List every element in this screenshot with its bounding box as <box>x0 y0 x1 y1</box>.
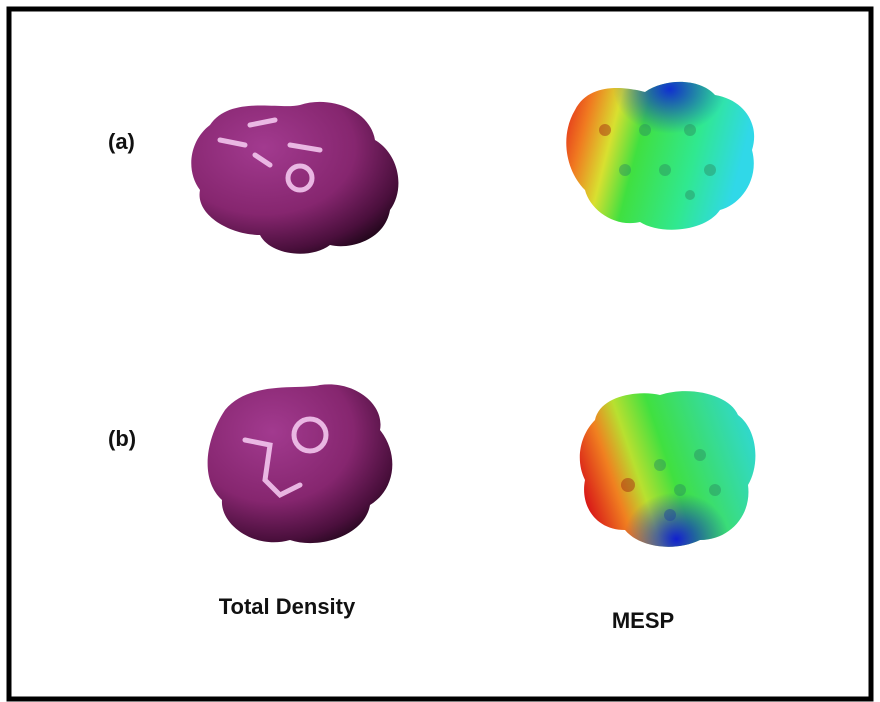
density-surface-a <box>191 101 399 254</box>
density-highlight-b <box>242 416 329 499</box>
frame <box>6 6 874 702</box>
panel-label: (a) <box>108 129 135 154</box>
density-surface-b <box>207 384 393 544</box>
panel-label: (b) <box>108 426 136 451</box>
mesp-negative-b <box>579 391 756 547</box>
column-label: Total Density <box>219 594 356 619</box>
density-highlight-a <box>217 117 323 193</box>
mesp-atoms-b <box>621 449 721 521</box>
mesp-negative-a <box>566 81 755 230</box>
column-label: MESP <box>612 608 674 633</box>
mesp-atoms-a <box>599 124 716 200</box>
